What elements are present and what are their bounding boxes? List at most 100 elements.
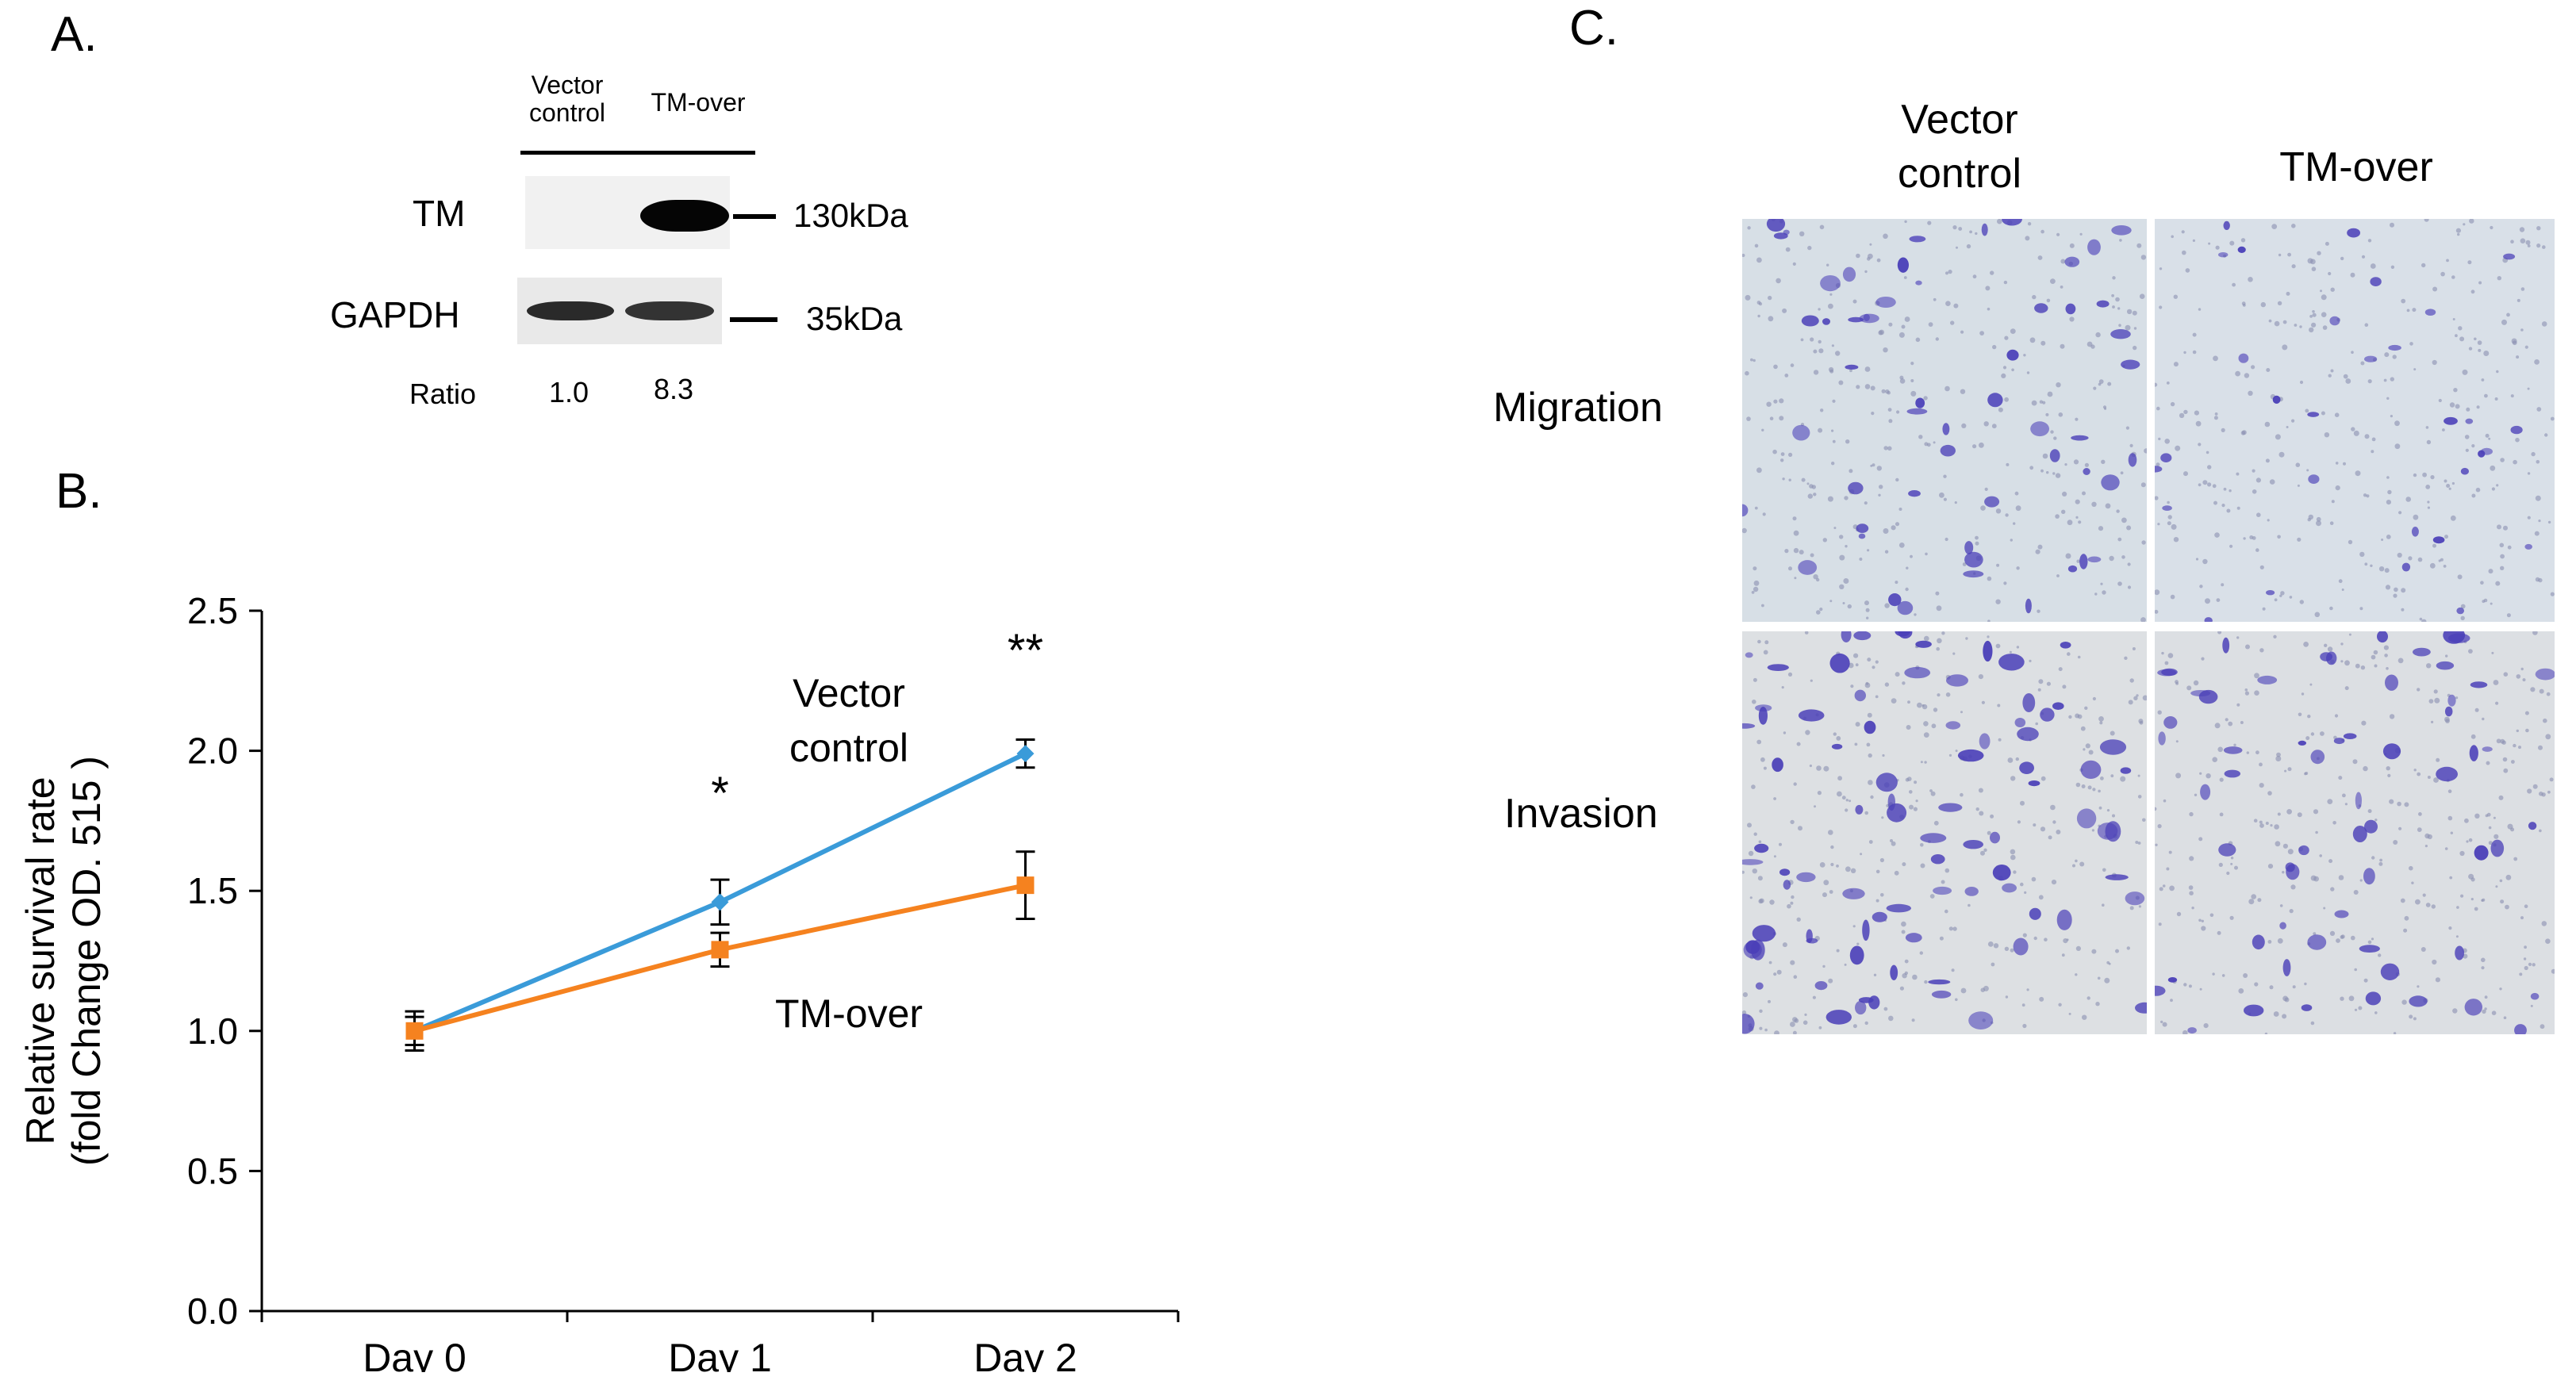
significance-day2: ** bbox=[1008, 625, 1043, 677]
membrane-pore bbox=[2269, 479, 2275, 485]
membrane-pore bbox=[2525, 240, 2531, 245]
membrane-pore bbox=[2157, 824, 2162, 829]
stained-cell bbox=[2469, 745, 2478, 761]
membrane-pore bbox=[2016, 646, 2020, 649]
membrane-pore bbox=[2067, 520, 2073, 526]
membrane-pore bbox=[2248, 277, 2253, 282]
membrane-pore bbox=[1910, 362, 1914, 366]
membrane-pore bbox=[2005, 513, 2009, 517]
membrane-pore bbox=[1960, 389, 1966, 394]
membrane-pore bbox=[1901, 324, 1906, 329]
micro-header-tm: TM-over bbox=[2279, 144, 2433, 190]
membrane-pore bbox=[2213, 355, 2218, 362]
y-tick-label: 2.5 bbox=[187, 590, 238, 631]
membrane-pore bbox=[1975, 232, 1978, 236]
membrane-pore bbox=[1810, 337, 1814, 342]
stained-cell bbox=[1842, 266, 1856, 282]
membrane-pore bbox=[2490, 225, 2493, 230]
membrane-pore bbox=[1742, 870, 1745, 874]
membrane-pore bbox=[2102, 868, 2106, 872]
membrane-pore bbox=[1987, 307, 1991, 311]
membrane-pore bbox=[1895, 581, 1898, 585]
membrane-pore bbox=[2427, 500, 2430, 504]
membrane-pore bbox=[1779, 842, 1782, 846]
membrane-pore bbox=[2142, 818, 2146, 822]
membrane-pore bbox=[2137, 842, 2141, 845]
stained-cell bbox=[2028, 780, 2040, 787]
membrane-pore bbox=[2491, 651, 2494, 654]
membrane-pore bbox=[1776, 278, 1781, 284]
membrane-pore bbox=[2136, 243, 2142, 248]
membrane-pore bbox=[2189, 856, 2194, 861]
membrane-pore bbox=[2241, 301, 2246, 306]
membrane-pore bbox=[1819, 224, 1825, 230]
membrane-pore bbox=[2031, 400, 2037, 406]
membrane-pore bbox=[2427, 506, 2430, 509]
membrane-pore bbox=[1898, 543, 1905, 548]
membrane-pore bbox=[2127, 585, 2132, 589]
membrane-pore bbox=[2127, 562, 2131, 566]
membrane-pore bbox=[2311, 322, 2317, 328]
membrane-pore bbox=[2112, 305, 2115, 309]
membrane-pore bbox=[1979, 442, 1984, 448]
membrane-pore bbox=[2275, 434, 2281, 440]
membrane-pore bbox=[2497, 524, 2501, 530]
membrane-pore bbox=[1923, 721, 1929, 727]
membrane-pore bbox=[2208, 242, 2211, 245]
membrane-pore bbox=[1785, 247, 1791, 252]
membrane-pore bbox=[1955, 750, 1958, 753]
membrane-pore bbox=[1790, 363, 1795, 367]
membrane-pore bbox=[2297, 537, 2302, 542]
membrane-pore bbox=[1806, 482, 1810, 485]
membrane-pore bbox=[1814, 805, 1816, 808]
stained-cell bbox=[1890, 964, 1898, 980]
membrane-pore bbox=[2530, 687, 2536, 692]
membrane-pore bbox=[2162, 1022, 2167, 1027]
membrane-pore bbox=[1788, 566, 1792, 571]
membrane-pore bbox=[2040, 340, 2046, 346]
membrane-pore bbox=[2214, 412, 2218, 416]
membrane-pore bbox=[1910, 379, 1914, 382]
membrane-pore bbox=[2304, 772, 2307, 776]
membrane-pore bbox=[2426, 663, 2432, 669]
membrane-pore bbox=[1878, 493, 1881, 497]
membrane-pore bbox=[2117, 307, 2121, 310]
membrane-pore bbox=[2017, 820, 2021, 824]
membrane-pore bbox=[2132, 647, 2136, 650]
stained-cell bbox=[1945, 721, 1961, 730]
membrane-pore bbox=[2278, 451, 2285, 458]
membrane-pore bbox=[2236, 636, 2240, 639]
membrane-pore bbox=[1902, 681, 1906, 685]
membrane-pore bbox=[2279, 904, 2283, 907]
membrane-pore bbox=[1917, 702, 1922, 708]
membrane-pore bbox=[2483, 351, 2490, 356]
membrane-pore bbox=[2482, 1009, 2486, 1014]
membrane-pore bbox=[2449, 402, 2455, 408]
membrane-pore bbox=[2401, 588, 2406, 593]
membrane-pore bbox=[2065, 553, 2071, 559]
membrane-pore bbox=[2067, 652, 2071, 656]
membrane-pore bbox=[2135, 841, 2139, 844]
membrane-pore bbox=[2221, 428, 2225, 432]
membrane-pore bbox=[1901, 921, 1906, 927]
membrane-pore bbox=[2539, 688, 2544, 694]
membrane-pore bbox=[1745, 294, 1751, 301]
membrane-pore bbox=[1816, 610, 1821, 615]
membrane-pore bbox=[1941, 631, 1945, 635]
membrane-pore bbox=[2001, 373, 2006, 378]
membrane-pore bbox=[1747, 226, 1751, 230]
membrane-pore bbox=[2232, 282, 2236, 287]
membrane-pore bbox=[2233, 743, 2236, 746]
membrane-pore bbox=[1924, 761, 1927, 764]
membrane-pore bbox=[1987, 619, 1991, 622]
membrane-pore bbox=[1859, 558, 1863, 561]
stained-cell bbox=[1981, 223, 1988, 236]
membrane-pore bbox=[2133, 345, 2137, 351]
membrane-pore bbox=[2484, 1007, 2487, 1010]
membrane-pore bbox=[2058, 667, 2063, 672]
membrane-pore bbox=[2037, 544, 2043, 550]
membrane-pore bbox=[2500, 458, 2505, 462]
membrane-pore bbox=[2329, 606, 2333, 611]
membrane-pore bbox=[1955, 998, 1958, 1002]
membrane-pore bbox=[1856, 942, 1860, 945]
